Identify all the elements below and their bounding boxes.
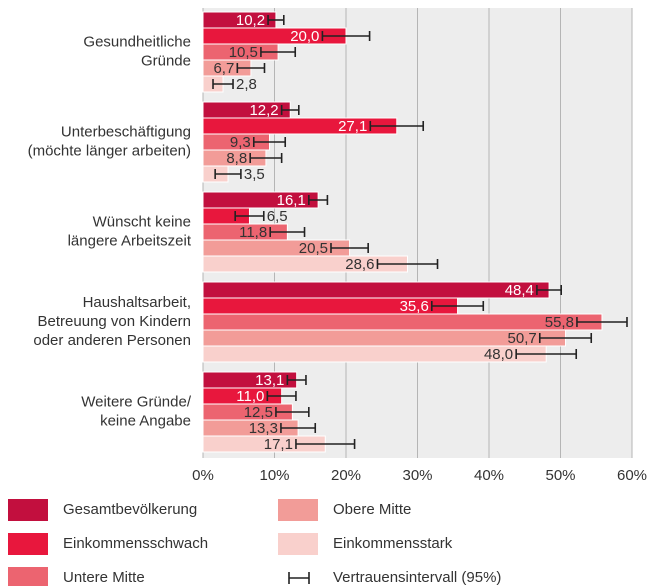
value-label: 11,0 <box>236 388 264 405</box>
legend-swatch <box>278 533 318 555</box>
error-bar <box>576 317 628 327</box>
category-label: Betreuung von Kindern <box>38 313 191 330</box>
x-tick-label: 50% <box>545 467 575 484</box>
error-bar <box>214 169 242 179</box>
value-label: 12,5 <box>244 404 273 421</box>
bar <box>202 313 603 331</box>
value-label: 8,8 <box>226 150 247 167</box>
legend-label: Obere Mitte <box>333 501 411 518</box>
category-label: Haushaltsarbeit, <box>83 294 191 311</box>
x-tick-label: 60% <box>617 467 647 484</box>
value-label: 11,8 <box>239 224 267 241</box>
value-label: 16,1 <box>277 192 306 209</box>
error-bar <box>280 105 300 115</box>
legend-label: Untere Mitte <box>63 569 145 586</box>
category-label: Gründe <box>141 52 191 69</box>
value-label: 3,5 <box>244 166 265 183</box>
legend-swatch <box>8 533 48 555</box>
legend-swatch <box>278 499 318 521</box>
x-tick-label: 0% <box>192 467 214 484</box>
category-label: oder anderen Personen <box>33 332 191 349</box>
value-label: 10,2 <box>236 12 265 29</box>
legend-swatch <box>8 567 48 586</box>
error-bar <box>376 259 439 269</box>
legend-label: Einkommensstark <box>333 535 453 552</box>
value-label: 2,8 <box>236 76 257 93</box>
x-tick-label: 40% <box>474 467 504 484</box>
value-label: 20,5 <box>299 240 328 257</box>
value-label: 48,0 <box>484 346 513 363</box>
value-label: 6,7 <box>213 60 234 77</box>
error-bar <box>260 47 297 57</box>
error-bar <box>249 153 283 163</box>
x-tick-label: 20% <box>331 467 361 484</box>
error-bar <box>267 15 285 25</box>
error-bar <box>275 407 310 417</box>
category-label: längere Arbeitszeit <box>68 232 192 249</box>
error-bar <box>538 333 593 343</box>
category-label: Wünscht keine <box>93 213 191 230</box>
error-bar <box>266 391 297 401</box>
bar <box>202 281 550 299</box>
legend-label: Gesamtbevölkerung <box>63 501 197 518</box>
value-label: 12,2 <box>249 102 278 119</box>
value-label: 35,6 <box>400 298 429 315</box>
category-label: (möchte länger arbeiten) <box>28 142 191 159</box>
value-label: 9,3 <box>230 134 251 151</box>
error-bar <box>269 227 306 237</box>
value-label: 13,1 <box>255 372 284 389</box>
value-label: 17,1 <box>264 436 293 453</box>
error-bar <box>236 63 266 73</box>
x-tick-label: 10% <box>259 467 289 484</box>
error-bar <box>252 137 287 147</box>
value-label: 20,0 <box>290 28 319 45</box>
value-label: 48,4 <box>505 282 534 299</box>
error-bar <box>212 79 234 89</box>
error-bar <box>286 375 307 385</box>
legend-error-icon <box>288 572 310 584</box>
legend-label: Vertrauensintervall (95%) <box>333 569 501 586</box>
category-label: keine Angabe <box>100 412 191 429</box>
value-label: 55,8 <box>545 314 574 331</box>
error-bar <box>515 349 578 359</box>
bar <box>202 117 398 135</box>
value-label: 27,1 <box>338 118 367 135</box>
category-label: Weitere Gründe/ <box>81 393 192 410</box>
category-label: Unterbeschäftigung <box>61 123 191 140</box>
value-label: 10,5 <box>229 44 258 61</box>
value-label: 28,6 <box>345 256 374 273</box>
error-bar <box>280 423 317 433</box>
legend-label: Einkommensschwach <box>63 535 208 552</box>
error-bar <box>536 285 563 295</box>
error-bar <box>430 301 485 311</box>
error-bar <box>308 195 329 205</box>
category-label: Gesundheitliche <box>83 33 191 50</box>
x-tick-label: 30% <box>402 467 432 484</box>
error-bar <box>321 31 371 41</box>
legend-swatch <box>8 499 48 521</box>
error-bar <box>234 211 265 221</box>
value-label: 13,3 <box>249 420 278 437</box>
value-label: 50,7 <box>508 330 537 347</box>
error-bar <box>295 439 356 449</box>
value-label: 6,5 <box>267 208 288 225</box>
error-bar <box>369 121 425 131</box>
error-bar <box>330 243 369 253</box>
